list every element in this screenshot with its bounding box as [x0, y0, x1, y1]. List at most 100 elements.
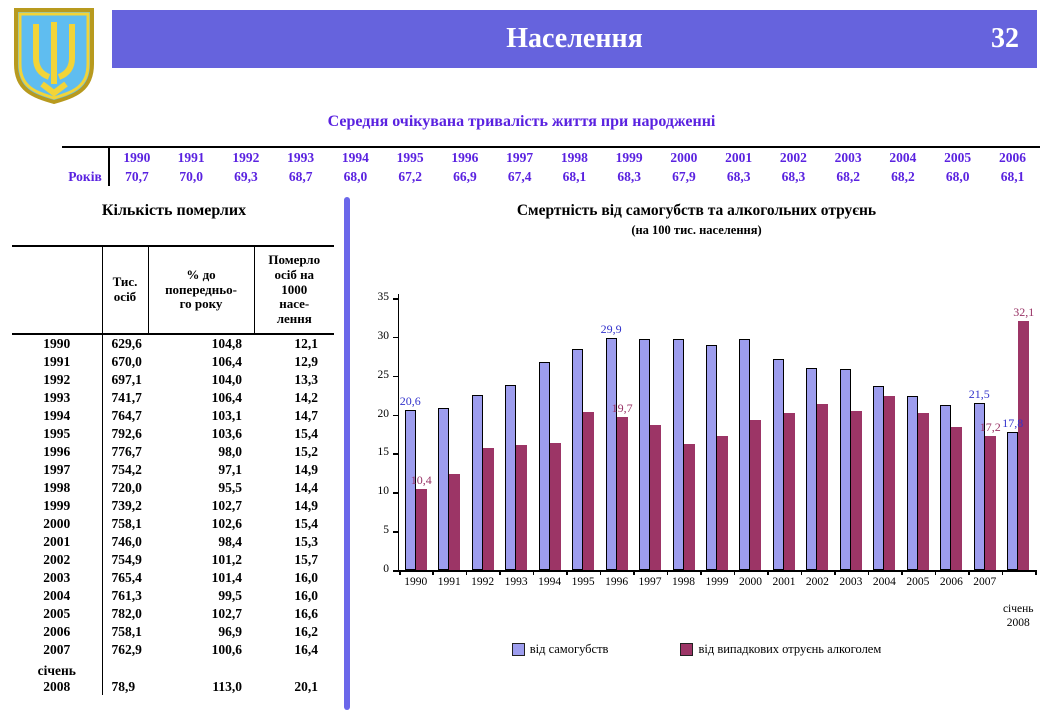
data-cell: 14,4 — [294, 480, 318, 495]
chart-bar — [850, 411, 862, 570]
x-axis-tick — [566, 570, 568, 575]
deaths-table: Тис. осіб% до попередньо- го року Померло… — [12, 245, 334, 695]
year-cell: 2001 — [725, 149, 753, 165]
year-cell: 2002 — [779, 149, 807, 165]
y-axis-tick — [393, 570, 399, 572]
x-axis-tick — [867, 570, 870, 575]
value-cell: 68,0 — [945, 168, 970, 184]
data-cell: 106,4 — [211, 354, 242, 369]
x-axis-tick — [767, 570, 769, 575]
legend-item: від випадкових отруєнь алкоголем — [680, 642, 881, 657]
data-cell: 765,4 — [101, 569, 148, 587]
chart-bar — [839, 369, 851, 570]
year-cell: 1993 — [287, 149, 315, 165]
table-row: 1996 776,7 98,0 15,2 — [12, 443, 334, 461]
data-cell: 1999 — [43, 498, 71, 513]
x-axis-category-label: 1996 — [605, 576, 629, 588]
y-axis-tick — [393, 336, 399, 339]
chart-bar — [917, 413, 929, 570]
table-row: 1998 720,0 95,5 14,4 — [12, 479, 334, 497]
x-axis-line — [397, 570, 1035, 572]
chart-bar — [616, 416, 628, 570]
table-row: 2004 761,3 99,5 16,0 — [12, 587, 334, 605]
data-cell: 103,1 — [211, 408, 242, 423]
data-cell: 20,1 — [294, 679, 318, 694]
data-cell: 106,4 — [211, 390, 242, 405]
data-cell: 758,1 — [101, 623, 148, 641]
x-axis-category-label: 2000 — [738, 576, 762, 588]
page-number: 32 — [991, 23, 1019, 54]
year-cell: 1994 — [341, 149, 369, 165]
data-cell: 2004 — [43, 588, 71, 603]
data-cell: 2007 — [43, 642, 71, 657]
bar-data-label: 32,1 — [1013, 304, 1035, 319]
deaths-section: Кількість померлих Тис. осіб% до поперед… — [12, 202, 336, 695]
value-cell: 68,7 — [288, 168, 313, 184]
data-cell: 1992 — [43, 372, 71, 387]
chart-bar — [505, 385, 517, 570]
data-cell: 15,7 — [294, 552, 318, 567]
chart-bar — [783, 413, 795, 570]
table-row: 2005 782,0 102,7 16,6 — [12, 605, 334, 623]
x-axis-category-label: 1990 — [404, 576, 428, 588]
deaths-table-title: Кількість померлих — [101, 202, 247, 219]
year-cell: 2004 — [889, 149, 917, 165]
column-header-cell: Померло осіб на 1000 насе- лення — [253, 245, 334, 335]
table-row: 1993 741,7 106,4 14,2 — [12, 389, 334, 407]
table-row: 2001 746,0 98,4 15,3 — [12, 533, 334, 551]
chart-bar — [906, 395, 918, 570]
chart-subtitle: (на 100 тис. населення) — [631, 223, 762, 237]
legend-swatch-icon — [511, 643, 525, 656]
data-cell: 761,3 — [101, 587, 148, 605]
x-axis-category-label: 2004 — [872, 576, 896, 588]
ukraine-coat-of-arms-icon — [14, 8, 94, 104]
chart-bar — [873, 385, 885, 570]
data-cell: 2005 — [43, 606, 71, 621]
value-cell: 68,2 — [836, 168, 860, 184]
x-axis-category-label: 1992 — [471, 576, 495, 588]
legend-label: від випадкових отруєнь алкоголем — [698, 642, 882, 656]
data-cell: 16,6 — [294, 606, 318, 621]
table-row: 2006 758,1 96,9 16,2 — [12, 623, 334, 641]
data-cell: 14,9 — [294, 498, 318, 513]
data-cell: 14,9 — [294, 462, 318, 477]
bar-data-label: 17,2 — [979, 420, 1001, 435]
data-cell: 101,2 — [211, 552, 242, 567]
chart-bar — [750, 420, 762, 570]
year-cell: 1991 — [177, 149, 205, 165]
data-cell: 14,7 — [294, 408, 318, 423]
year-cell: 2003 — [834, 149, 862, 165]
bar-data-label: 19,7 — [611, 400, 633, 415]
x-axis-tick — [666, 570, 669, 575]
values-row: Років 70,7 70,0 69,3 68,7 68,0 67,2 66,9 67,4 68,… — [62, 167, 1040, 186]
x-axis-tick — [399, 570, 401, 575]
data-cell: 15,2 — [294, 444, 318, 459]
chart-bar — [984, 436, 996, 570]
data-cell: 103,6 — [211, 426, 242, 441]
data-cell: 14,2 — [294, 390, 318, 405]
page-title: Населення — [506, 23, 643, 54]
y-axis-tick — [393, 492, 399, 494]
data-cell: 2001 — [43, 534, 71, 549]
bar-data-label: 17,8 — [1002, 415, 1024, 430]
x-axis-tick — [432, 570, 434, 575]
data-cell: 720,0 — [101, 479, 148, 497]
x-axis-tick — [499, 570, 501, 575]
chart-bar — [940, 405, 952, 570]
x-axis-tick — [800, 570, 803, 575]
year-cell: 1990 — [123, 149, 151, 165]
x-axis-tick — [465, 570, 468, 575]
data-cell: 741,7 — [101, 389, 148, 407]
bar-data-label: 29,9 — [600, 321, 622, 336]
x-axis-category-label: 1999 — [705, 576, 729, 588]
data-cell: 102,7 — [211, 498, 242, 513]
chart-title: Смертність від самогубств та алкогольних… — [516, 202, 877, 219]
y-axis-tick-label: 20 — [377, 407, 390, 420]
column-header-cell: Тис. осіб — [101, 245, 148, 335]
x-axis-category-label: 2005 — [906, 576, 930, 588]
y-axis-tick — [393, 298, 399, 300]
x-axis-tick — [633, 570, 635, 575]
table-row: 1994 764,7 103,1 14,7 — [12, 407, 334, 425]
data-cell: 102,7 — [211, 606, 242, 621]
chart-bar — [739, 339, 751, 570]
